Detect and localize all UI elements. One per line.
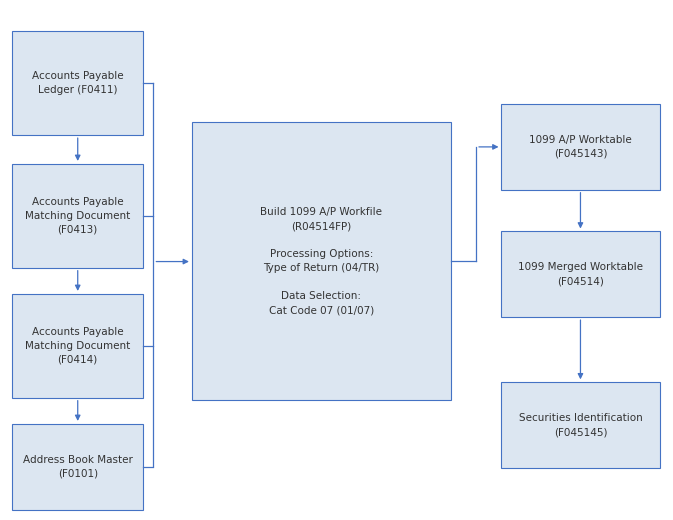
- Text: Build 1099 A/P Workfile
(R04514FP)

Processing Options:
Type of Return (04/TR)

: Build 1099 A/P Workfile (R04514FP) Proce…: [260, 207, 382, 315]
- Text: Securities Identification
(F045145): Securities Identification (F045145): [519, 413, 642, 437]
- Text: Accounts Payable
Matching Document
(F0414): Accounts Payable Matching Document (F041…: [25, 327, 131, 365]
- FancyBboxPatch shape: [501, 382, 660, 468]
- FancyBboxPatch shape: [192, 122, 451, 400]
- FancyBboxPatch shape: [12, 31, 143, 135]
- Text: 1099 Merged Worktable
(F04514): 1099 Merged Worktable (F04514): [518, 262, 643, 287]
- FancyBboxPatch shape: [12, 424, 143, 510]
- Text: 1099 A/P Worktable
(F045143): 1099 A/P Worktable (F045143): [529, 135, 632, 159]
- Text: Address Book Master
(F0101): Address Book Master (F0101): [23, 454, 133, 479]
- FancyBboxPatch shape: [12, 294, 143, 398]
- FancyBboxPatch shape: [501, 231, 660, 317]
- FancyBboxPatch shape: [501, 104, 660, 190]
- FancyBboxPatch shape: [12, 164, 143, 268]
- Text: Accounts Payable
Ledger (F0411): Accounts Payable Ledger (F0411): [32, 71, 124, 95]
- Text: Accounts Payable
Matching Document
(F0413): Accounts Payable Matching Document (F041…: [25, 197, 131, 235]
